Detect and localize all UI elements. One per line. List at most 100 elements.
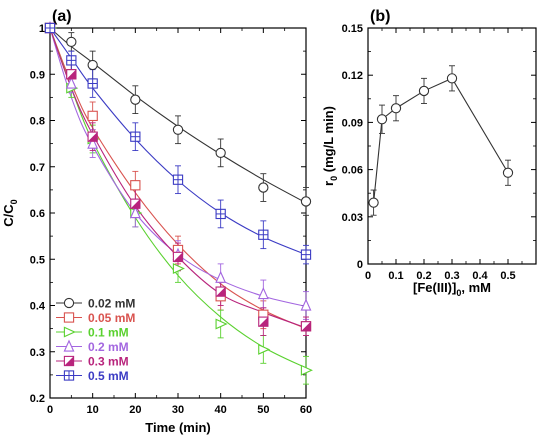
panel-a-y-tick-label: 0.2 <box>30 393 45 405</box>
legend-marker <box>63 326 76 338</box>
panel-a: (a) 0 10 20 30 40 50 600.20.30.40.50.60.70.80.… <box>1 8 313 435</box>
svg-text:r0 (mg/L min): r0 (mg/L min) <box>321 106 339 186</box>
series-0p02-mM-point <box>258 182 269 193</box>
panel-a-x-tick-label: 50 <box>257 404 269 416</box>
series-0p02-mM-point <box>172 124 184 135</box>
series-0p02-mM-point-shape <box>130 94 141 105</box>
legend-marker-shape <box>63 339 75 352</box>
series-0p2-mM-point <box>257 286 269 300</box>
panel-b-x-tick-label: 0.1 <box>388 270 403 282</box>
legend-marker <box>63 370 75 381</box>
panel-a-x-tick-label: 0 <box>47 404 53 416</box>
legend-item: 0.05 mM <box>56 311 135 325</box>
series-0p5-mM-point <box>215 208 226 220</box>
panel-b-x-tick-label: 0.3 <box>444 270 459 282</box>
rate-point <box>502 167 514 178</box>
series-0p3-mM-point <box>130 198 141 209</box>
panel-a-x-tick-label: 10 <box>87 404 99 416</box>
panel-b-x-tick-label: 0.2 <box>416 270 431 282</box>
panel-a-y-tick-label: 1 <box>39 23 45 35</box>
legend-marker-shape <box>63 312 75 323</box>
panel-a-ticks: 0 10 20 30 40 50 60 0.2 0.3 0.4 0.5 0.6 0.7 0.8 0.9 1 <box>30 23 312 416</box>
legend-marker <box>63 355 75 367</box>
panel-a-y-tick-label: 0.6 <box>30 208 45 220</box>
legend-item: 0.1 mM <box>56 326 129 340</box>
series-0p3-mM-point <box>66 69 77 80</box>
series-0p2-mM-point-shape <box>215 270 227 283</box>
rate-point <box>418 85 430 97</box>
series-0p1-mM-point <box>300 364 313 376</box>
series-0p05-mM-point <box>87 110 98 122</box>
rate-point-shape <box>446 73 458 84</box>
series-0p5-mM-point <box>66 55 77 66</box>
rate-point <box>446 73 458 84</box>
series-0p3-mM-fit-line <box>49 27 307 329</box>
panel-a-label: (a) <box>52 8 72 25</box>
legend-marker-fill <box>64 356 74 366</box>
panel-b-x-axis-label: [Fe(III)]0, mM <box>413 280 491 298</box>
panel-b-y-tick-label: 0.15 <box>342 23 363 35</box>
panel-a-legend: 0.02 mM0.05 mM0.1 mM0.2 mM0.3 mM0.5 mM <box>56 297 135 383</box>
series-0p2-mM-point-shape <box>65 76 77 89</box>
series-0p5-mM-point <box>130 131 141 142</box>
series-0p02-mM-point <box>66 36 77 48</box>
legend-label: 0.05 mM <box>88 311 135 325</box>
series-0p02-mM-point-shape <box>258 182 269 193</box>
legend-label: 0.1 mM <box>88 326 129 340</box>
series-0p3-mM-point <box>258 316 269 327</box>
series-0p02-mM-point-shape <box>87 59 98 71</box>
series-0p1-mM-point <box>172 263 185 274</box>
panel-a-y-tick-label: 0.7 <box>30 162 45 174</box>
series-0p02-mM-point-shape <box>215 147 226 159</box>
panel-b-line <box>373 77 509 203</box>
series-0p1-mM-point <box>215 318 228 330</box>
panel-b-y-axis-label-main: r <box>321 181 336 186</box>
panel-b-x-axis-label-sub: 0 <box>456 288 461 298</box>
panel-a-x-axis-label: Time (min) <box>145 420 211 435</box>
rate-point-shape <box>418 85 430 97</box>
series-0p2-mM-point <box>65 76 77 89</box>
series-0p02-mM-point <box>130 94 141 105</box>
series-0p3-mM-point-fill <box>173 252 183 262</box>
panel-a-y-axis-label-main: C/C <box>1 204 16 227</box>
series-0p02-mM-point-shape <box>66 36 77 48</box>
svg-text:C/C0: C/C0 <box>1 199 19 226</box>
panel-b-y-tick-label: 0.03 <box>342 212 363 224</box>
series-0p05-mM-point-shape <box>87 110 98 122</box>
panel-b-x-tick-label: 0.5 <box>500 270 515 282</box>
panel-a-y-axis-label-sub: 0 <box>9 199 19 204</box>
series-0p3-mM-point-fill <box>130 199 140 209</box>
panel-b-x-axis-label-suffix: , mM <box>461 280 491 295</box>
panel-b-x-axis-label-main: [Fe(III)] <box>413 280 456 295</box>
series-0p02-mM-point <box>87 59 98 71</box>
panel-b-y-axis-label-suffix: (mg/L min) <box>321 106 336 176</box>
series-0p2-mM-point-shape <box>257 286 269 300</box>
panel-a-y-tick-label: 0.4 <box>30 301 46 313</box>
panel-b-y-tick-label: 0.06 <box>342 165 363 177</box>
panel-b-y-axis-label: r0 (mg/L min) <box>321 106 339 186</box>
legend-marker-shape <box>63 326 76 338</box>
legend-marker-shape <box>63 297 75 309</box>
series-0p3-mM-point-fill <box>301 321 311 331</box>
series-0p5-mM-point <box>172 174 184 185</box>
legend-label: 0.5 mM <box>88 369 129 383</box>
series-0p02-mM-point-shape <box>300 196 312 207</box>
panel-a-points <box>44 21 313 376</box>
series-0p02-mM-point <box>300 196 312 207</box>
panel-b-frame <box>367 27 537 265</box>
legend-item: 0.2 mM <box>56 339 129 354</box>
rate-point <box>390 103 402 114</box>
legend-marker <box>63 312 75 323</box>
series-0p02-mM-point-shape <box>172 124 184 135</box>
series-0p1-mM-point-shape <box>215 318 228 330</box>
panel-a-y-tick-label: 0.3 <box>30 347 45 359</box>
series-0p1-mM-point-shape <box>258 343 271 355</box>
panel-a-x-tick-label: 60 <box>300 404 312 416</box>
panel-b-x-tick-label: 0.4 <box>472 270 488 282</box>
panel-b-y-tick-label: 0 <box>357 259 363 271</box>
panel-b-y-tick-label: 0.09 <box>342 117 363 129</box>
panel-a-y-tick-label: 0.9 <box>30 69 45 81</box>
rate-point-shape <box>390 103 402 114</box>
legend-marker <box>63 297 75 309</box>
